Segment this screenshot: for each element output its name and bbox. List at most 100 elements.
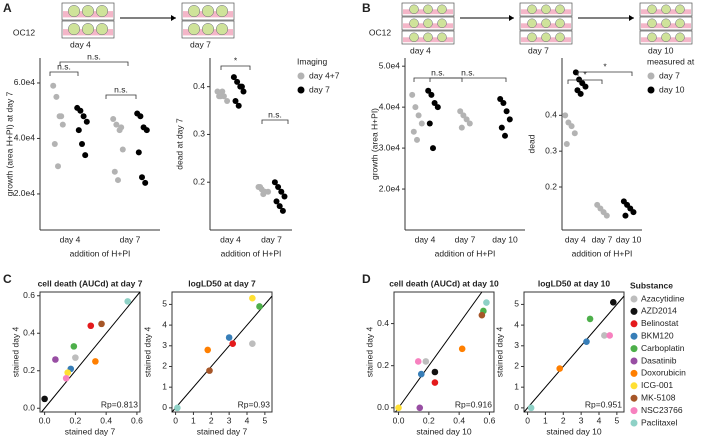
legend-label: Azacytidine bbox=[641, 293, 685, 303]
x-tick-label: 2 bbox=[561, 415, 566, 425]
data-point bbox=[415, 112, 422, 119]
data-point bbox=[273, 198, 280, 205]
y-tick-label: 0.4 bbox=[193, 81, 205, 91]
spheroid bbox=[675, 18, 685, 29]
data-point bbox=[206, 367, 213, 374]
plot-frame bbox=[39, 291, 141, 413]
y-tick-label: 4.0e4 bbox=[14, 133, 36, 143]
significance-bracket bbox=[413, 77, 463, 82]
y-tick-label: 0.2 bbox=[545, 181, 557, 191]
x-axis-label: addition of H+PI bbox=[221, 248, 282, 258]
y-axis-label: growth (area H+PI) at day 7 bbox=[4, 91, 14, 196]
x-axis-label: stained day 10 bbox=[416, 426, 472, 436]
panel-label: A bbox=[3, 1, 12, 15]
data-point bbox=[204, 346, 212, 354]
y-axis-label: stained day 4 bbox=[364, 326, 374, 377]
data-point bbox=[110, 116, 117, 123]
identity-line bbox=[41, 291, 141, 413]
y-tick-label: 0.2 bbox=[377, 360, 389, 370]
spheroid bbox=[201, 5, 215, 18]
data-point bbox=[412, 104, 419, 111]
data-point bbox=[70, 343, 78, 350]
x-tick-label: day 10 bbox=[616, 234, 642, 244]
data-point bbox=[418, 120, 425, 127]
x-axis-label: addition of H+PI bbox=[435, 248, 496, 258]
data-point bbox=[609, 299, 617, 306]
data-point bbox=[257, 184, 264, 190]
x-tick-label: 1 bbox=[191, 415, 196, 425]
legend-title: Imaging bbox=[297, 56, 328, 66]
spheroid bbox=[201, 23, 215, 36]
data-point bbox=[572, 69, 579, 76]
y-tick-label: 0 bbox=[162, 402, 167, 412]
x-tick-label: 0.2 bbox=[69, 415, 81, 425]
y-tick-label: 1 bbox=[162, 381, 167, 391]
data-point bbox=[59, 121, 66, 128]
data-point bbox=[224, 98, 231, 104]
spheroid bbox=[95, 5, 109, 18]
panel-label: B bbox=[362, 1, 371, 15]
data-point bbox=[506, 116, 513, 123]
y-tick-label: 5 bbox=[514, 299, 519, 309]
y-tick-label: 0.3 bbox=[193, 129, 205, 139]
data-point bbox=[276, 203, 283, 210]
x-tick-label: 0.0 bbox=[39, 415, 51, 425]
significance-label: n.s. bbox=[431, 67, 445, 77]
y-tick-label: 5.0e4 bbox=[379, 60, 401, 70]
y-tick-label: 0.4 bbox=[545, 110, 557, 120]
significance-bracket bbox=[577, 71, 633, 76]
legend-swatch bbox=[630, 369, 638, 377]
legend-label: day 7 bbox=[659, 70, 680, 80]
spheroid bbox=[409, 4, 419, 15]
y-tick-label: 0.3 bbox=[545, 145, 557, 155]
legend-swatch bbox=[630, 345, 638, 353]
x-tick-label: day 7 bbox=[261, 234, 282, 244]
spheroid bbox=[215, 5, 229, 18]
day-label: day 10 bbox=[648, 45, 674, 55]
data-point bbox=[622, 212, 629, 219]
data-point bbox=[271, 179, 278, 186]
day-label: day 7 bbox=[528, 45, 549, 55]
legend-title: Substance bbox=[630, 280, 673, 290]
data-point bbox=[422, 358, 430, 365]
y-tick-label: 0.2 bbox=[23, 365, 35, 375]
spheroid bbox=[187, 5, 201, 18]
spheroid bbox=[67, 5, 81, 18]
data-point bbox=[586, 315, 594, 323]
spheroid bbox=[541, 18, 551, 29]
x-axis-label: addition of H+PI bbox=[70, 248, 131, 258]
data-point bbox=[174, 404, 181, 412]
panel-label: C bbox=[3, 272, 12, 286]
data-point bbox=[483, 299, 490, 306]
chart-title: cell death (AUCd) at day 7 bbox=[38, 278, 143, 288]
data-point bbox=[457, 108, 464, 115]
x-tick-label: 0.6 bbox=[484, 415, 496, 425]
data-point bbox=[135, 149, 142, 156]
data-point bbox=[87, 322, 95, 330]
spheroid bbox=[187, 23, 201, 36]
spheroid bbox=[437, 32, 447, 43]
legend-label: day 7 bbox=[309, 84, 330, 94]
data-point bbox=[265, 188, 272, 195]
chart-title: logLD50 at day 7 bbox=[188, 278, 256, 288]
data-point bbox=[260, 191, 267, 198]
y-tick-label: 0.6 bbox=[23, 290, 35, 300]
legend-swatch bbox=[297, 72, 305, 80]
y-tick-label: 4 bbox=[162, 319, 167, 329]
x-tick-label: day 4 bbox=[565, 234, 586, 244]
spheroid bbox=[527, 32, 537, 43]
data-point bbox=[238, 83, 245, 90]
significance-bracket bbox=[105, 94, 137, 99]
significance-bracket bbox=[429, 77, 507, 82]
spheroid bbox=[81, 5, 95, 18]
data-point bbox=[563, 141, 570, 147]
legend-swatch bbox=[630, 295, 638, 303]
data-point bbox=[220, 93, 227, 100]
legend-label: Paclitaxel bbox=[641, 417, 677, 427]
data-point bbox=[416, 404, 424, 412]
y-tick-label: 2.0e4 bbox=[14, 188, 36, 198]
correlation-label: Rp=0.813 bbox=[101, 399, 138, 409]
data-point bbox=[460, 112, 467, 119]
